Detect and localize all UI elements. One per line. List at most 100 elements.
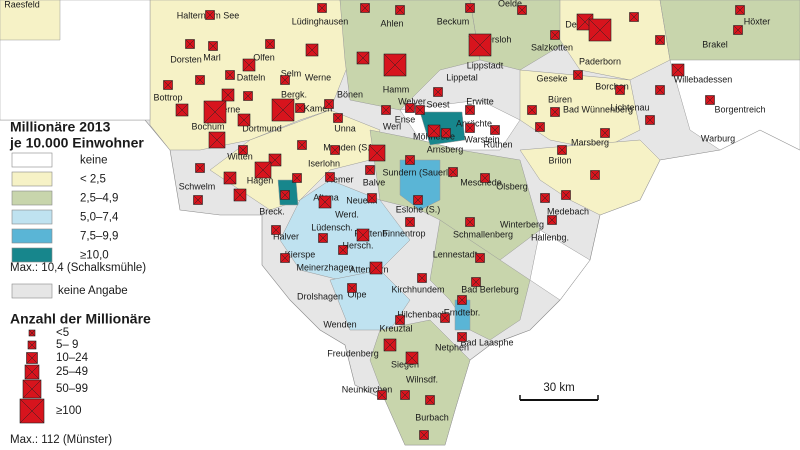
legend-marker (27, 340, 37, 350)
marker-cross (163, 80, 173, 90)
marker-cross (413, 195, 423, 205)
marker (208, 41, 218, 51)
marker (590, 170, 600, 180)
marker-cross (441, 128, 451, 138)
marker (383, 338, 397, 352)
legend-label: 5,0–7,4 (80, 212, 119, 224)
marker-cross (475, 253, 485, 263)
marker (185, 39, 195, 49)
marker (405, 351, 419, 365)
place-label: Neuenr. (346, 195, 378, 205)
marker-cross (22, 379, 42, 399)
marker (465, 105, 475, 115)
legend-label: keine (80, 155, 108, 167)
marker-cross (645, 115, 655, 125)
marker-cross (540, 193, 550, 203)
marker-cross (195, 163, 205, 173)
marker (490, 125, 500, 135)
marker-cross (280, 190, 290, 200)
marker (356, 51, 370, 65)
marker (615, 85, 625, 95)
place-label: Raesfeld (4, 0, 40, 9)
marker (347, 283, 357, 293)
marker-cross (367, 193, 377, 203)
place-label: Salzkotten (531, 42, 573, 52)
marker-cross (365, 165, 375, 175)
marker-cross (573, 70, 583, 80)
marker-cross (193, 195, 203, 205)
legend-marker (24, 364, 40, 380)
marker-cross (318, 195, 332, 209)
marker-cross (265, 39, 275, 49)
legend-no-data-label: keine Angabe (58, 285, 128, 297)
marker (671, 63, 685, 77)
marker-cross (471, 277, 481, 287)
place-label: Lippetal (446, 72, 478, 82)
marker-cross (356, 51, 370, 65)
place-label: Werne (305, 72, 331, 82)
place-label: Warstein (464, 134, 499, 144)
place-label: Ense (395, 114, 416, 124)
marker (395, 5, 405, 15)
marker-cross (208, 41, 218, 51)
marker (457, 295, 467, 305)
marker (368, 144, 386, 162)
marker (405, 217, 415, 227)
marker (561, 190, 571, 200)
marker (356, 228, 370, 242)
marker (629, 12, 639, 22)
marker (195, 163, 205, 173)
marker (225, 70, 235, 80)
marker-cross (527, 105, 537, 115)
place-label: Hagen (247, 175, 274, 185)
place-label: Olfen (253, 52, 275, 62)
marker (383, 53, 407, 77)
legend-subtitle: je 10.000 Einwohner (9, 135, 144, 151)
marker (330, 145, 340, 155)
marker (550, 107, 560, 117)
legend-swatch (11, 247, 53, 263)
place-label: Winterberg (500, 219, 544, 229)
place-label: Freudenberg (327, 348, 379, 358)
place-label: Drolshagen (297, 291, 343, 301)
marker (205, 10, 215, 20)
marker-cross (480, 173, 490, 183)
marker-cross (295, 103, 305, 113)
place-label: Brilon (548, 155, 571, 165)
legend-swatch (11, 283, 53, 299)
place-label: Borgentreich (714, 104, 765, 114)
place-label: Büren (548, 94, 572, 104)
marker (573, 70, 583, 80)
place-label: Kamen (304, 103, 333, 113)
marker (280, 75, 290, 85)
marker-cross (735, 5, 745, 15)
marker-cross (457, 295, 467, 305)
scale-label: 30 km (543, 382, 574, 394)
marker (223, 171, 237, 185)
place-label: Dorsten (170, 54, 202, 64)
legend-marker (22, 379, 42, 399)
legend-count-label: <5 (56, 327, 69, 339)
place-label: Hallenbg. (531, 232, 569, 242)
marker-cross (254, 161, 272, 179)
marker-cross (588, 18, 612, 42)
marker (208, 131, 226, 149)
marker-cross (590, 170, 600, 180)
place-label: Menden (S.) (323, 142, 373, 152)
marker (465, 3, 475, 13)
legend-max-note: Max.: 10,4 (Schalksmühle) (10, 262, 146, 274)
marker-cross (271, 98, 295, 122)
marker (221, 88, 235, 102)
scale-bar: 30 km (519, 382, 599, 401)
marker (333, 113, 343, 123)
marker (645, 115, 655, 125)
place-label: Lennestadt (433, 249, 478, 259)
legend-count-label: 50–99 (56, 383, 88, 395)
legend-swatch (11, 171, 53, 187)
marker-cross (292, 173, 302, 183)
marker (415, 105, 425, 115)
marker (395, 315, 405, 325)
marker-cross (561, 190, 571, 200)
region (399, 159, 441, 211)
place-label: Lüdensch. (311, 222, 353, 232)
